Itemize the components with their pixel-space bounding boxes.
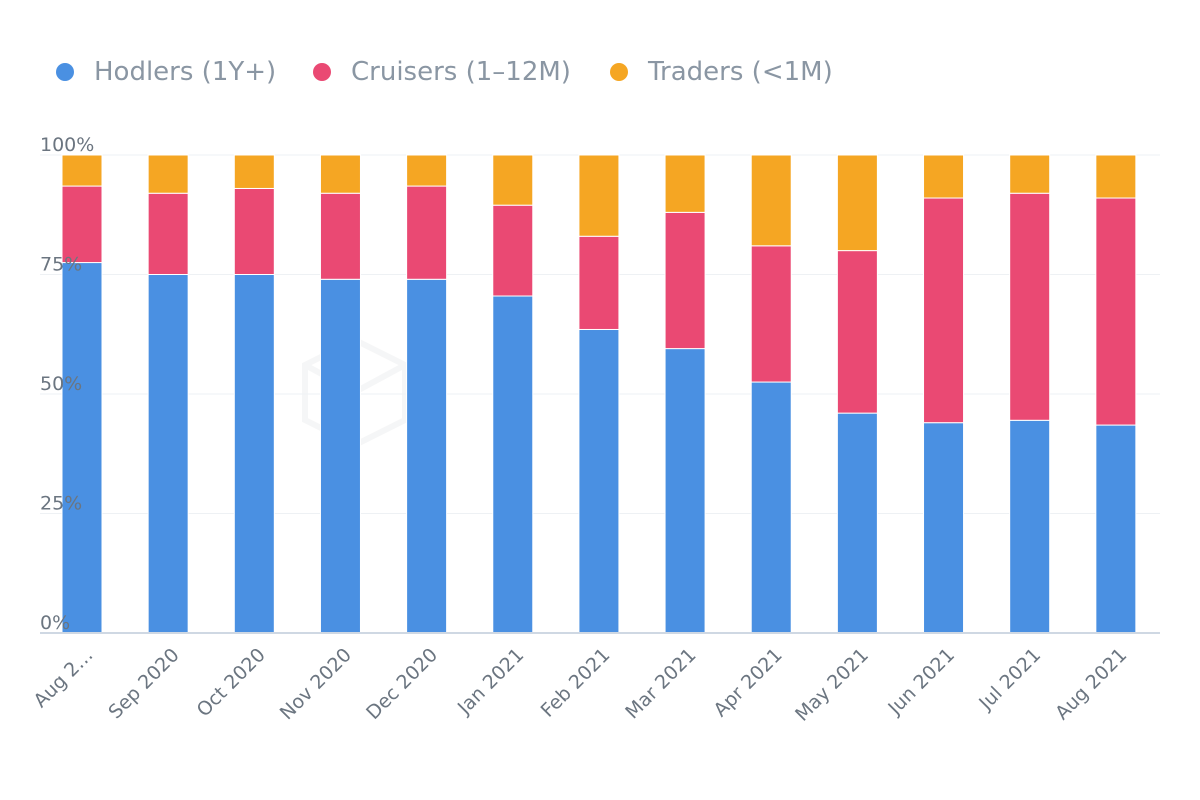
legend-marker — [313, 63, 331, 81]
bar-segment[interactable] — [923, 422, 965, 634]
x-tick-label: Sep 2020 — [104, 644, 183, 723]
legend-item[interactable]: Hodlers (1Y+) — [56, 57, 276, 87]
bar-segment[interactable] — [61, 262, 103, 634]
y-tick-label: 25% — [40, 493, 82, 515]
legend: Hodlers (1Y+) Cruisers (1–12M) Traders (<1… — [56, 57, 833, 87]
bar-segment[interactable] — [578, 235, 620, 330]
legend-item[interactable]: Cruisers (1–12M) — [313, 57, 571, 87]
x-tick-label: Apr 2021 — [710, 644, 787, 721]
bar-segment[interactable] — [750, 154, 792, 247]
bar-segment[interactable] — [750, 381, 792, 634]
x-tick-label: Jun 2021 — [883, 644, 959, 720]
x-tick-label: Mar 2021 — [621, 644, 700, 723]
bar-segment[interactable] — [664, 211, 706, 350]
bar-segment[interactable] — [664, 154, 706, 213]
bar-segment[interactable] — [836, 154, 878, 252]
bar-segment[interactable] — [1009, 419, 1051, 634]
bar-segment[interactable] — [750, 245, 792, 383]
bar-segment[interactable] — [836, 250, 878, 414]
bar-segment[interactable] — [147, 274, 189, 634]
bar-segment[interactable] — [319, 192, 361, 280]
bar-segment[interactable] — [147, 154, 189, 194]
bar-segment[interactable] — [319, 154, 361, 194]
x-tick-label: Nov 2020 — [276, 644, 356, 724]
x-tick-label: Jul 2021 — [974, 644, 1045, 715]
bar-segment[interactable] — [1095, 424, 1137, 634]
bar-segment[interactable] — [578, 328, 620, 634]
legend-label: Traders (<1M) — [647, 57, 833, 87]
bars — [61, 154, 1137, 634]
bar-segment[interactable] — [147, 192, 189, 276]
legend-marker — [610, 63, 628, 81]
legend-label: Hodlers (1Y+) — [94, 57, 276, 87]
bar-segment[interactable] — [319, 278, 361, 634]
bar-segment[interactable] — [1095, 197, 1137, 426]
x-tick-label: Aug 2… — [29, 644, 97, 712]
bar-segment[interactable] — [492, 295, 534, 634]
bar-segment[interactable] — [836, 412, 878, 634]
y-tick-label: 50% — [40, 373, 82, 395]
x-tick-label: Jan 2021 — [453, 644, 528, 719]
y-tick-label: 0% — [40, 612, 70, 634]
x-tick-label: May 2021 — [791, 644, 873, 726]
bar-segment[interactable] — [61, 185, 103, 264]
bar-segment[interactable] — [406, 154, 448, 187]
legend-label: Cruisers (1–12M) — [351, 57, 571, 87]
y-axis-ticks: 0% 25% 50% 75% 100% — [40, 134, 94, 634]
bar-segment[interactable] — [233, 187, 275, 276]
legend-marker — [56, 63, 74, 81]
x-tick-label: Dec 2020 — [362, 644, 442, 724]
bar-segment[interactable] — [492, 154, 534, 206]
y-tick-label: 100% — [40, 134, 94, 156]
bar-segment[interactable] — [664, 348, 706, 634]
bar-segment[interactable] — [1095, 154, 1137, 199]
bar-segment[interactable] — [492, 204, 534, 297]
bar-segment[interactable] — [923, 154, 965, 199]
bar-segment[interactable] — [233, 274, 275, 634]
bar-segment[interactable] — [578, 154, 620, 237]
x-tick-label: Oct 2020 — [193, 644, 270, 721]
legend-item[interactable]: Traders (<1M) — [610, 57, 833, 87]
y-tick-label: 75% — [40, 254, 82, 276]
bar-segment[interactable] — [406, 278, 448, 634]
bar-segment[interactable] — [923, 197, 965, 424]
bar-segment[interactable] — [406, 185, 448, 280]
x-axis-ticks: Aug 2… Sep 2020 Oct 2020 Nov 2020 Dec 2020 Ja… — [29, 644, 1131, 726]
x-tick-label: Feb 2021 — [537, 644, 615, 722]
bar-segment[interactable] — [1009, 192, 1051, 421]
bar-segment[interactable] — [233, 154, 275, 189]
bar-segment[interactable] — [61, 154, 103, 187]
x-tick-label: Aug 2021 — [1051, 644, 1131, 724]
bar-segment[interactable] — [1009, 154, 1051, 194]
